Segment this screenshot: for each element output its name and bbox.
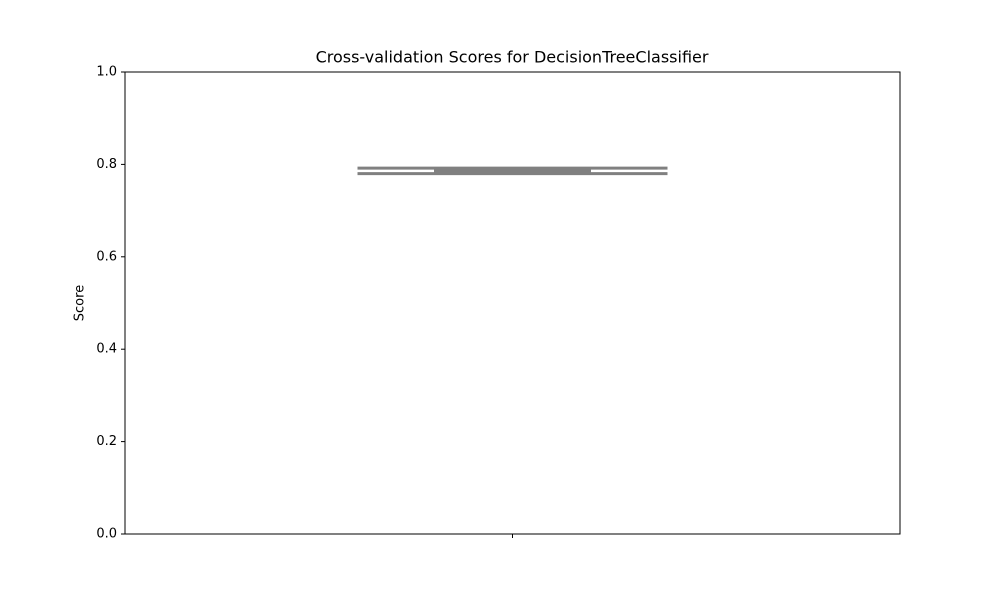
y-tick-label: 0.2	[96, 434, 117, 449]
y-tick-label: 0.0	[96, 527, 117, 542]
y-tick-label: 0.6	[96, 249, 117, 264]
y-tick-label: 1.0	[96, 65, 117, 80]
y-axis-label: Score	[73, 285, 88, 321]
y-tick-label: 0.4	[96, 342, 117, 357]
y-tick-label: 0.8	[96, 157, 117, 172]
plot-frame	[124, 71, 901, 535]
chart-title: Cross-validation Scores for DecisionTree…	[316, 48, 709, 67]
